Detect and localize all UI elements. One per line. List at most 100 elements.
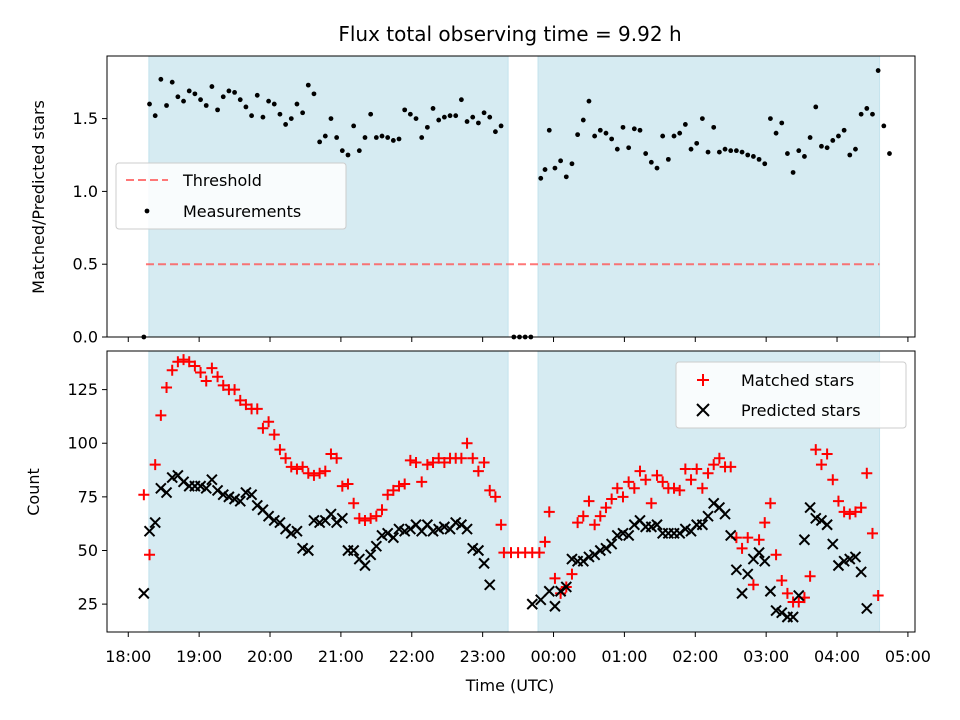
data-point xyxy=(325,508,337,520)
x-tick-label: 22:00 xyxy=(389,647,435,666)
data-point xyxy=(478,457,490,469)
data-point xyxy=(300,110,306,116)
data-point xyxy=(640,474,652,486)
data-point xyxy=(853,146,858,152)
data-point xyxy=(793,589,805,602)
data-point xyxy=(254,92,260,98)
data-point xyxy=(206,473,218,486)
data-point xyxy=(855,502,867,514)
data-point xyxy=(855,566,867,578)
data-point xyxy=(815,459,827,471)
data-point xyxy=(858,111,864,117)
data-point xyxy=(257,422,269,434)
data-point xyxy=(651,469,663,481)
data-point xyxy=(563,174,569,180)
data-point xyxy=(470,114,476,120)
data-point xyxy=(807,135,813,140)
data-point xyxy=(716,149,722,155)
legend-measurements-label: Measurements xyxy=(183,202,301,221)
data-point xyxy=(489,491,501,503)
data-point xyxy=(399,478,411,490)
data-point xyxy=(539,536,551,548)
data-point xyxy=(736,542,748,554)
data-point xyxy=(679,463,691,475)
x-tick-label: 01:00 xyxy=(601,647,647,666)
data-point xyxy=(472,465,484,477)
data-point xyxy=(677,130,683,136)
data-point xyxy=(759,555,771,567)
data-point xyxy=(696,519,709,531)
data-point xyxy=(317,139,323,145)
data-point xyxy=(580,117,586,123)
data-point xyxy=(549,600,561,612)
data-point xyxy=(586,98,592,104)
data-point xyxy=(674,484,686,496)
data-point xyxy=(370,540,383,552)
data-point xyxy=(577,510,589,522)
data-point xyxy=(458,97,464,103)
data-point xyxy=(336,480,348,492)
data-point xyxy=(708,459,720,471)
data-point xyxy=(785,151,790,156)
data-point xyxy=(291,525,303,537)
data-point xyxy=(776,575,788,587)
data-point xyxy=(691,463,703,475)
data-point xyxy=(498,123,504,129)
x-tick-label: 04:00 xyxy=(814,647,860,666)
data-point xyxy=(781,587,793,599)
data-point xyxy=(365,512,377,524)
data-point xyxy=(200,482,212,494)
data-point xyxy=(243,104,249,110)
data-point xyxy=(730,564,743,576)
data-point xyxy=(152,113,158,119)
data-point xyxy=(155,409,167,421)
data-point xyxy=(453,113,459,119)
data-point xyxy=(438,457,450,469)
data-point xyxy=(195,366,207,378)
data-point xyxy=(626,145,632,151)
data-point xyxy=(560,581,572,593)
x-tick-label: 02:00 xyxy=(672,647,718,666)
data-point xyxy=(533,547,545,559)
data-point xyxy=(263,416,275,428)
data-point xyxy=(696,482,708,494)
data-point xyxy=(543,506,555,518)
data-point xyxy=(827,538,839,550)
data-point xyxy=(742,568,754,580)
data-point xyxy=(268,429,280,441)
data-point xyxy=(668,482,680,494)
data-point xyxy=(416,476,428,488)
data-point xyxy=(751,154,756,159)
data-point xyxy=(796,148,802,154)
data-point xyxy=(688,146,694,152)
data-point xyxy=(739,149,745,155)
legend-matched-label: Matched stars xyxy=(741,371,854,390)
data-point xyxy=(768,116,773,122)
data-point xyxy=(872,590,884,602)
data-point xyxy=(212,371,224,383)
data-point xyxy=(356,148,362,154)
data-point xyxy=(819,143,824,149)
data-point xyxy=(266,98,271,104)
data-point xyxy=(699,116,705,122)
data-point xyxy=(798,534,811,546)
data-point xyxy=(603,130,609,136)
data-point xyxy=(467,452,479,464)
data-point xyxy=(657,476,669,488)
data-point xyxy=(251,403,263,415)
data-point xyxy=(198,97,203,103)
data-point xyxy=(447,113,453,119)
data-point xyxy=(302,544,314,557)
data-point xyxy=(787,611,799,623)
data-point xyxy=(419,135,425,140)
data-point xyxy=(217,379,229,391)
data-point xyxy=(694,140,700,146)
data-point xyxy=(368,111,374,117)
x-tick-label: 03:00 xyxy=(743,647,789,666)
data-point xyxy=(376,504,388,516)
data-point xyxy=(745,152,751,158)
data-point xyxy=(302,467,314,479)
data-point xyxy=(779,120,785,126)
data-point xyxy=(164,103,169,108)
